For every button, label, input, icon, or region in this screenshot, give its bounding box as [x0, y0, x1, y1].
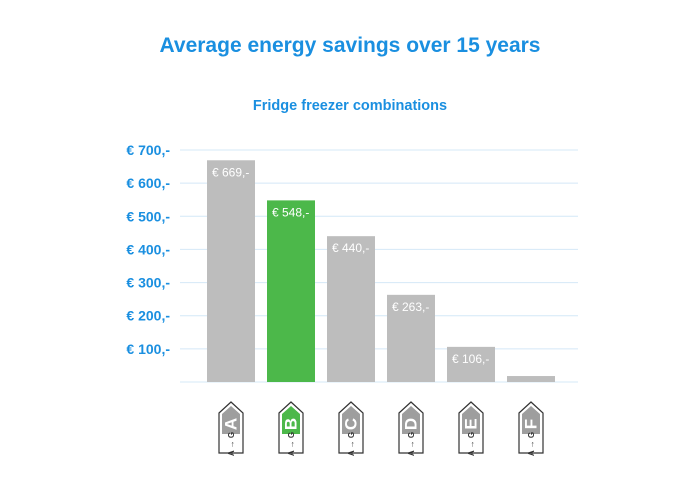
energy-scale-bottom: G	[527, 432, 536, 438]
energy-scale-bottom: G	[347, 432, 356, 438]
arrow-icon: →	[527, 438, 536, 450]
bar-value-label: € 263,-	[392, 300, 429, 314]
y-tick-label: € 200,-	[126, 308, 170, 324]
bar-f	[507, 376, 555, 382]
energy-class-letter: F	[522, 419, 541, 429]
energy-scale-label: A → G	[527, 432, 536, 456]
y-tick-label: € 600,-	[126, 175, 170, 191]
energy-class-letter: B	[282, 418, 301, 430]
arrow-icon: →	[347, 438, 356, 450]
arrow-icon: →	[287, 438, 296, 450]
chart-title: Average energy savings over 15 years	[159, 34, 541, 57]
chart-subtitle: Fridge freezer combinations	[252, 98, 448, 114]
bar-value-label: € 669,-	[212, 165, 249, 179]
energy-scale-label: A → G	[467, 432, 476, 456]
energy-scale-label: A → G	[227, 432, 236, 456]
energy-label-e: E A → G	[458, 401, 484, 456]
energy-scale-bottom: G	[287, 432, 296, 438]
bar-value-label: € 440,-	[332, 241, 369, 255]
energy-scale-bottom: G	[227, 432, 236, 438]
energy-class-letter: C	[342, 418, 361, 430]
bar-c	[327, 236, 375, 382]
energy-scale-bottom: G	[467, 432, 476, 438]
energy-scale-label: A → G	[287, 432, 296, 456]
energy-label-f: F A → G	[518, 401, 544, 456]
energy-scale-top: A	[227, 450, 236, 456]
energy-label-d: D A → G	[398, 401, 424, 456]
y-tick-label: € 300,-	[126, 275, 170, 291]
energy-class-letter: D	[402, 418, 421, 430]
bar-e	[447, 346, 495, 382]
energy-class-letter: E	[462, 418, 481, 429]
energy-scale-label: A → G	[407, 432, 416, 456]
energy-scale-top: A	[287, 450, 296, 456]
bar-value-label: € 106,-	[452, 352, 489, 366]
arrow-icon: →	[407, 438, 416, 450]
arrow-icon: →	[467, 438, 476, 450]
bar-a	[207, 160, 255, 382]
y-tick-label: € 700,-	[126, 142, 170, 158]
energy-label-band	[402, 406, 420, 434]
bar-value-label: € 548,-	[272, 205, 309, 219]
energy-scale-bottom: G	[407, 432, 416, 438]
energy-label-a: AA → G	[218, 401, 244, 456]
y-tick-label: € 500,-	[126, 208, 170, 224]
energy-scale-top: A	[527, 450, 536, 456]
energy-label-band	[222, 406, 240, 434]
energy-label-band	[342, 406, 360, 434]
energy-scale-top: A	[347, 450, 356, 456]
bar-d	[387, 294, 435, 382]
y-tick-label: € 400,-	[126, 241, 170, 257]
energy-scale-top: A	[467, 450, 476, 456]
energy-scale-label: A → G	[347, 432, 356, 456]
bar-b	[267, 200, 315, 382]
energy-label-band	[522, 406, 540, 434]
energy-label-band	[462, 406, 480, 434]
y-tick-label: € 100,-	[126, 341, 170, 357]
energy-scale-top: A	[407, 450, 416, 456]
arrow-icon: →	[227, 438, 236, 450]
energy-label-b: B A → G	[278, 401, 304, 456]
energy-label-c: C A → G	[338, 401, 364, 456]
energy-label-band	[282, 406, 300, 434]
energy-class-letter: A	[222, 418, 241, 430]
